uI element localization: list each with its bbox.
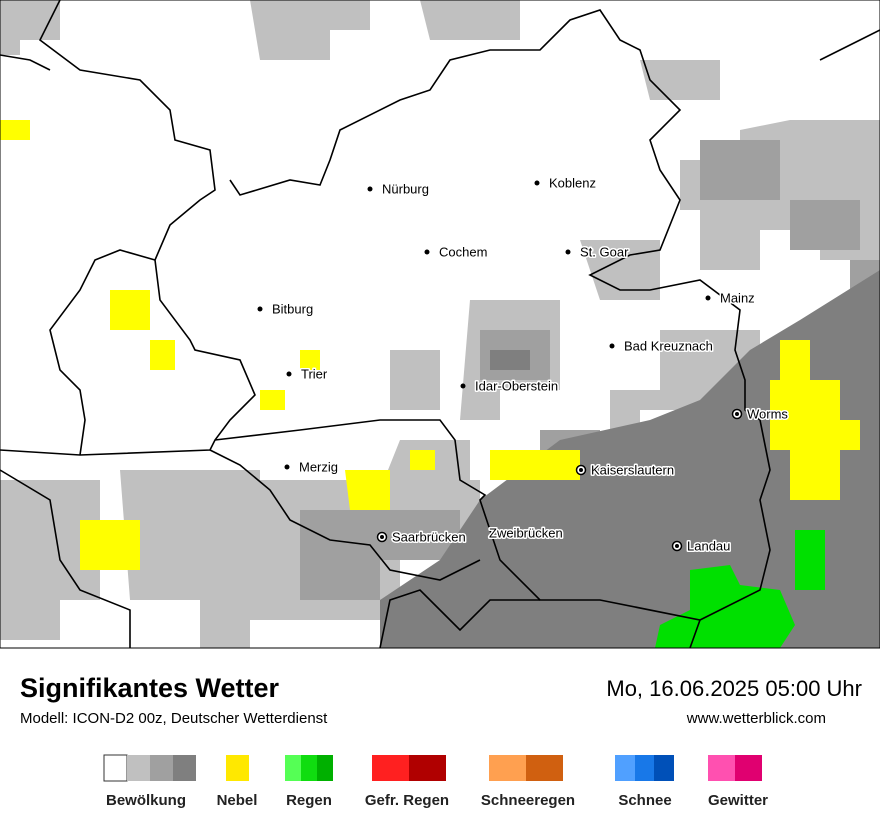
swatch bbox=[150, 755, 173, 781]
city-label: Trier bbox=[301, 366, 328, 381]
legend-swatches bbox=[103, 754, 762, 782]
city-label: Bad Kreuznach bbox=[624, 338, 713, 353]
city-label: Landau bbox=[687, 538, 730, 553]
city-dot bbox=[460, 383, 466, 389]
swatch bbox=[409, 755, 446, 781]
city-dot bbox=[579, 468, 583, 472]
swatch bbox=[226, 755, 249, 781]
legend-label: Bewölkung bbox=[106, 792, 186, 809]
city-label: Worms bbox=[747, 406, 788, 421]
swatch bbox=[615, 755, 635, 781]
city-label: Merzig bbox=[299, 459, 338, 474]
swatch bbox=[489, 755, 526, 781]
cloud-dark bbox=[380, 270, 880, 648]
swatch bbox=[635, 755, 654, 781]
legend: Bewölkung Nebel Regen Gefr. Regen Schneerege… bbox=[103, 754, 768, 809]
city-dot bbox=[675, 544, 679, 548]
city-dot bbox=[534, 180, 540, 186]
city-label: St. Goar bbox=[580, 244, 629, 259]
city-labels: Nürburg Koblenz Cochem St. Goar Mainz Bitburg… bbox=[257, 174, 790, 555]
city-dot bbox=[257, 306, 263, 312]
city-dot bbox=[367, 186, 373, 192]
city-label: Bitburg bbox=[272, 301, 313, 316]
legend-label: Nebel bbox=[217, 792, 258, 809]
map: Nürburg Koblenz Cochem St. Goar Mainz Bitburg… bbox=[0, 0, 880, 649]
legend-label: Schnee bbox=[618, 792, 671, 809]
title: Signifikantes Wetter bbox=[20, 673, 280, 703]
swatch bbox=[173, 755, 196, 781]
city-label: Koblenz bbox=[549, 175, 596, 190]
city-label: Zweibrücken bbox=[489, 525, 563, 540]
city-dot bbox=[705, 295, 711, 301]
city-dot bbox=[609, 343, 615, 349]
date: Mo, 16.06.2025 05:00 Uhr bbox=[606, 676, 862, 701]
footer: Signifikantes Wetter Modell: ICON-D2 00z… bbox=[20, 673, 862, 727]
legend-label: Gefr. Regen bbox=[365, 792, 449, 809]
website: www.wetterblick.com bbox=[686, 710, 826, 727]
rain bbox=[655, 530, 825, 648]
swatch bbox=[526, 755, 563, 781]
swatch bbox=[654, 755, 674, 781]
cloud-medium bbox=[300, 140, 880, 600]
legend-label: Regen bbox=[286, 792, 332, 809]
borders bbox=[0, 0, 880, 649]
city-dot bbox=[284, 464, 290, 470]
city-label: Mainz bbox=[720, 290, 755, 305]
city-label: Nürburg bbox=[382, 181, 429, 196]
city-label: Kaiserslautern bbox=[591, 462, 674, 477]
swatch bbox=[285, 755, 301, 781]
legend-labels: Bewölkung Nebel Regen Gefr. Regen Schneerege… bbox=[106, 792, 768, 809]
legend-label: Schneeregen bbox=[481, 792, 575, 809]
city-dot bbox=[735, 412, 739, 416]
city-dot bbox=[286, 371, 292, 377]
city-dot bbox=[565, 249, 571, 255]
swatch bbox=[103, 754, 128, 782]
city-label: Saarbrücken bbox=[392, 529, 466, 544]
swatch bbox=[372, 755, 409, 781]
swatch bbox=[708, 755, 735, 781]
city-label: Cochem bbox=[439, 244, 487, 259]
city-dot bbox=[380, 535, 384, 539]
fog bbox=[0, 120, 860, 570]
swatch bbox=[301, 755, 317, 781]
city-dot bbox=[424, 249, 430, 255]
subtitle: Modell: ICON-D2 00z, Deutscher Wetterdie… bbox=[20, 710, 328, 727]
swatch bbox=[127, 755, 150, 781]
swatch bbox=[317, 755, 333, 781]
city-label: Idar-Oberstein bbox=[475, 378, 558, 393]
map-frame bbox=[0, 0, 880, 649]
legend-label: Gewitter bbox=[708, 792, 768, 809]
swatch bbox=[735, 755, 762, 781]
